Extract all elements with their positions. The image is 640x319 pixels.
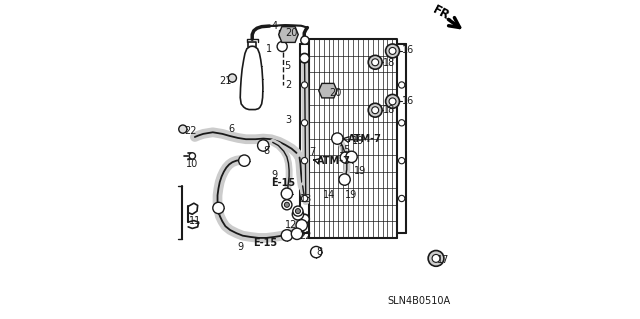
Text: 11: 11 <box>189 216 202 226</box>
Circle shape <box>281 188 292 199</box>
Polygon shape <box>240 46 263 109</box>
Text: 16: 16 <box>402 96 414 106</box>
Text: 14: 14 <box>323 190 335 200</box>
Text: 19: 19 <box>354 166 366 176</box>
Circle shape <box>212 202 224 214</box>
Text: 18: 18 <box>383 58 396 68</box>
Text: 10: 10 <box>186 159 198 169</box>
Text: 20: 20 <box>285 28 298 38</box>
Circle shape <box>368 103 382 117</box>
Circle shape <box>399 158 405 164</box>
Text: 19: 19 <box>345 190 358 200</box>
Text: 20: 20 <box>329 88 341 98</box>
Text: 22: 22 <box>300 231 312 241</box>
Text: 7: 7 <box>309 147 316 157</box>
Circle shape <box>284 202 289 207</box>
Text: ATM-7: ATM-7 <box>348 134 382 144</box>
Circle shape <box>257 140 269 151</box>
Circle shape <box>300 214 309 224</box>
Circle shape <box>301 36 309 44</box>
Circle shape <box>399 82 405 88</box>
Circle shape <box>339 174 350 185</box>
Circle shape <box>346 151 357 163</box>
Circle shape <box>301 158 308 164</box>
Circle shape <box>399 120 405 126</box>
Text: 13: 13 <box>300 194 312 204</box>
Bar <box>279 30 283 37</box>
Circle shape <box>340 152 351 163</box>
Circle shape <box>432 255 440 262</box>
Circle shape <box>372 59 379 66</box>
Polygon shape <box>278 27 298 42</box>
Circle shape <box>368 55 382 69</box>
Circle shape <box>281 230 292 241</box>
Circle shape <box>300 54 309 63</box>
Text: 3: 3 <box>285 115 291 125</box>
Circle shape <box>399 195 405 202</box>
Text: 9: 9 <box>271 170 277 181</box>
Circle shape <box>282 200 292 210</box>
Text: 19: 19 <box>351 136 364 146</box>
Circle shape <box>385 94 399 108</box>
Text: 21: 21 <box>220 76 232 86</box>
Text: E-15: E-15 <box>253 238 277 248</box>
Text: E-15: E-15 <box>271 178 295 188</box>
Text: 22: 22 <box>184 126 196 136</box>
Text: 6: 6 <box>228 124 235 134</box>
Text: FR.: FR. <box>430 3 456 25</box>
Text: 8: 8 <box>317 247 323 257</box>
Text: 5: 5 <box>284 61 291 71</box>
Circle shape <box>296 219 307 231</box>
Text: 2: 2 <box>285 80 292 90</box>
Circle shape <box>291 228 303 240</box>
Text: 8: 8 <box>263 146 269 156</box>
Text: 12: 12 <box>285 220 298 230</box>
Text: 1: 1 <box>266 44 273 54</box>
Text: 17: 17 <box>436 255 449 265</box>
Circle shape <box>301 195 308 202</box>
Text: 9: 9 <box>237 242 243 252</box>
Circle shape <box>332 133 343 144</box>
Text: 18: 18 <box>383 105 396 115</box>
Circle shape <box>389 98 396 105</box>
Circle shape <box>189 153 195 159</box>
Text: 16: 16 <box>402 45 414 55</box>
Text: SLN4B0510A: SLN4B0510A <box>388 296 451 306</box>
Circle shape <box>239 155 250 166</box>
Circle shape <box>277 41 287 52</box>
Circle shape <box>301 120 308 126</box>
Text: ATM-7: ATM-7 <box>317 156 351 166</box>
Text: 4: 4 <box>271 21 277 31</box>
Circle shape <box>296 209 300 214</box>
Circle shape <box>385 44 399 58</box>
Circle shape <box>292 209 303 220</box>
Circle shape <box>428 250 444 266</box>
Circle shape <box>389 48 396 55</box>
Circle shape <box>372 107 379 114</box>
Text: 15: 15 <box>339 145 351 155</box>
Circle shape <box>293 206 303 216</box>
Polygon shape <box>319 83 337 98</box>
Circle shape <box>301 82 308 88</box>
Circle shape <box>310 246 322 258</box>
Circle shape <box>228 74 236 82</box>
Circle shape <box>179 125 187 133</box>
